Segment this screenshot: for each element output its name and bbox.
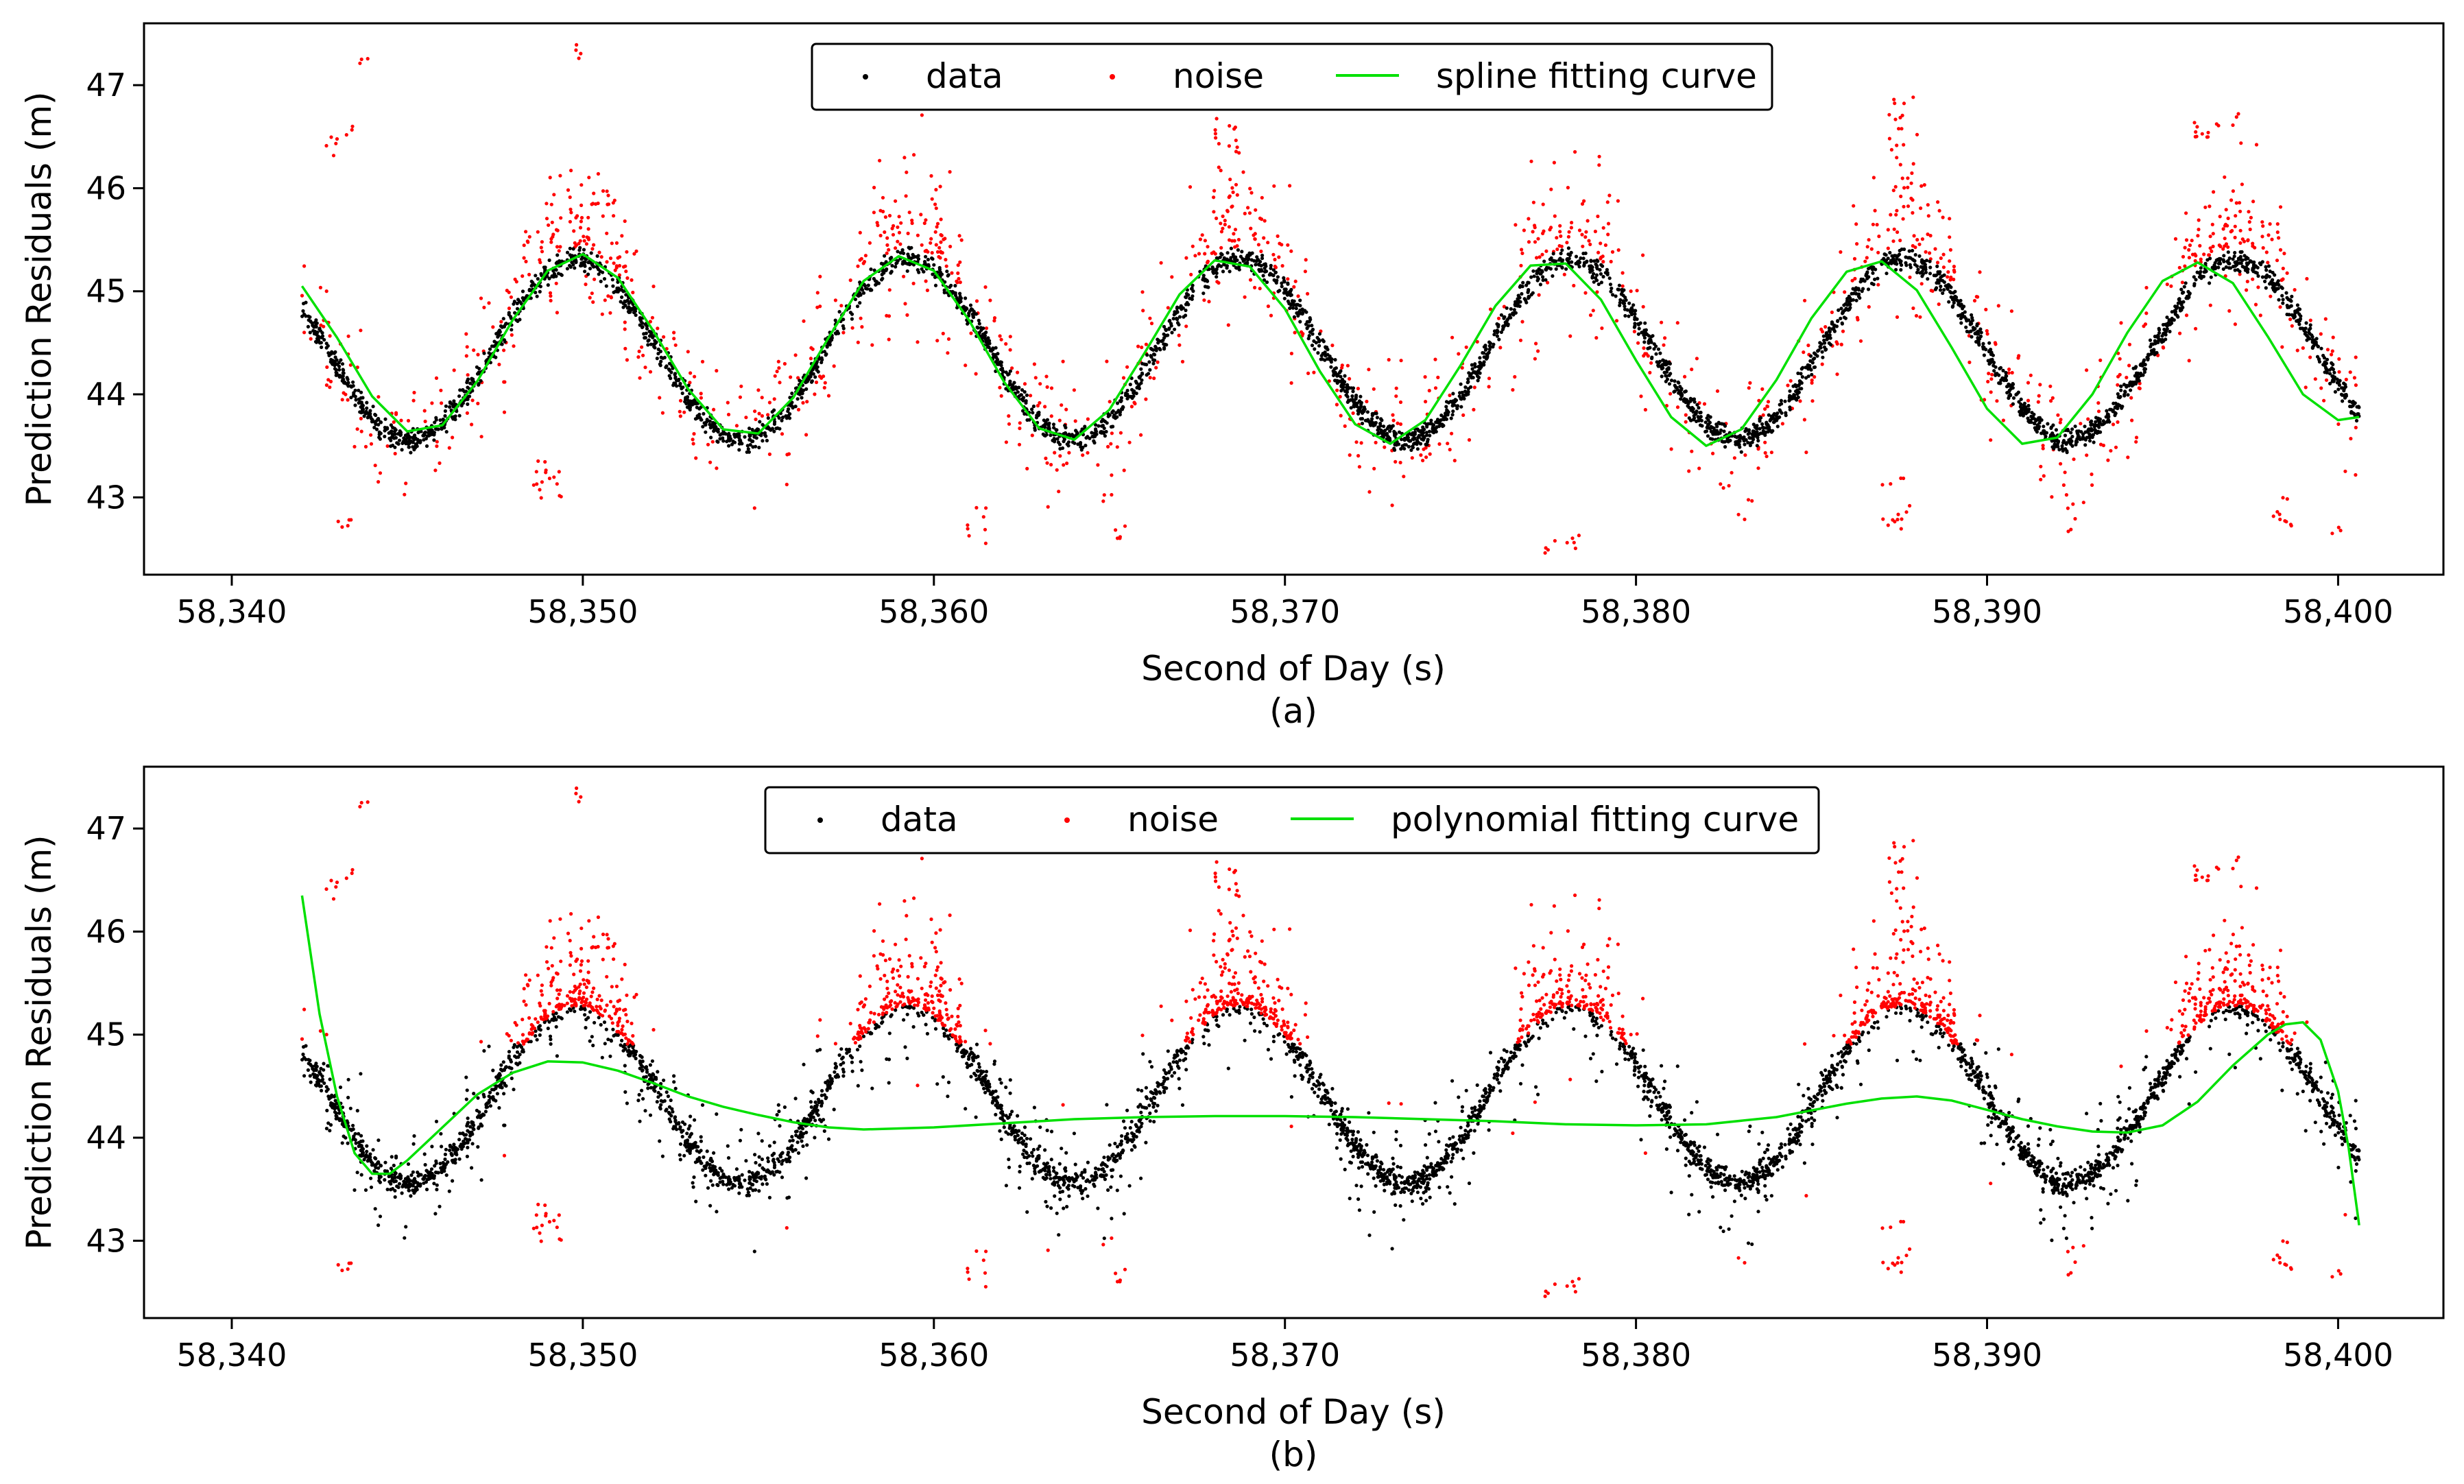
y-tick-label: 45 <box>86 1016 126 1053</box>
y-tick-label: 47 <box>86 67 126 104</box>
legend-label-data-b: data <box>881 800 958 839</box>
legend-marker-data-a <box>863 74 868 80</box>
legend-frame-a <box>811 43 1773 111</box>
x-tick-label: 58,350 <box>527 593 638 630</box>
polynomial-fitting-curve <box>300 895 2360 1225</box>
legend-b: data noise polynomial fitting curve <box>764 786 1820 854</box>
y-tick-label: 43 <box>86 479 126 516</box>
x-tick-label: 58,390 <box>1932 593 2042 630</box>
x-tick-label: 58,400 <box>2283 1337 2393 1374</box>
y-axis-label-a: Prediction Residuals (m) <box>19 91 59 506</box>
x-tick-label: 58,370 <box>1230 593 1340 630</box>
x-tick-label: 58,360 <box>878 593 989 630</box>
data-points <box>300 246 2361 455</box>
legend-marker-data-b <box>817 817 823 823</box>
plot-area-a <box>300 43 2361 555</box>
x-axis-label-a: Second of Day (s) <box>1141 649 1446 689</box>
spline-fitting-curve <box>300 252 2360 447</box>
x-tick-label: 58,360 <box>878 1337 989 1374</box>
legend-label-curve-a: spline fitting curve <box>1436 56 1757 96</box>
legend-marker-noise-a <box>1110 74 1115 80</box>
panel-label-a: (a) <box>1269 691 1317 731</box>
x-tick-label: 58,400 <box>2283 593 2393 630</box>
y-tick-label: 43 <box>86 1222 126 1259</box>
legend-a: data noise spline fitting curve <box>811 43 1773 111</box>
panel-a: 58,340 58,350 58,360 58,370 58,380 58,390 58,4… <box>19 22 2445 731</box>
panel-b: 58,340 58,350 58,360 58,370 58,380 58,390 58,4… <box>19 765 2445 1474</box>
plot-area-b <box>300 786 2361 1298</box>
y-tick-label: 44 <box>86 1119 126 1156</box>
legend-label-noise-a: noise <box>1173 56 1264 96</box>
x-tick-label: 58,390 <box>1932 1337 2042 1374</box>
x-tick-label: 58,380 <box>1581 1337 1691 1374</box>
plot-frame-b <box>143 765 2445 1319</box>
x-tick-label: 58,340 <box>176 593 287 630</box>
legend-label-curve-b: polynomial fitting curve <box>1391 800 1799 839</box>
y-tick-label: 46 <box>86 169 126 206</box>
legend-marker-noise-b <box>1064 817 1070 823</box>
y-tick-label: 45 <box>86 273 126 310</box>
x-tick-label: 58,340 <box>176 1337 287 1374</box>
x-tick-label: 58,380 <box>1581 593 1691 630</box>
x-axis-label-b: Second of Day (s) <box>1141 1392 1446 1432</box>
panel-label-b: (b) <box>1269 1435 1318 1474</box>
x-tick-label: 58,350 <box>527 1337 638 1374</box>
y-axis-label-b: Prediction Residuals (m) <box>19 835 59 1249</box>
plot-frame-a <box>143 22 2445 576</box>
axes-b: 58,340 58,350 58,360 58,370 58,380 58,390 58,4… <box>86 810 2393 1374</box>
y-tick-label: 47 <box>86 810 126 847</box>
y-tick-label: 46 <box>86 913 126 950</box>
x-tick-label: 58,370 <box>1230 1337 1340 1374</box>
y-tick-label: 44 <box>86 376 126 413</box>
legend-label-data-a: data <box>926 56 1003 96</box>
axes-a: 58,340 58,350 58,360 58,370 58,380 58,390 58,4… <box>86 67 2393 630</box>
legend-label-noise-b: noise <box>1127 800 1219 839</box>
